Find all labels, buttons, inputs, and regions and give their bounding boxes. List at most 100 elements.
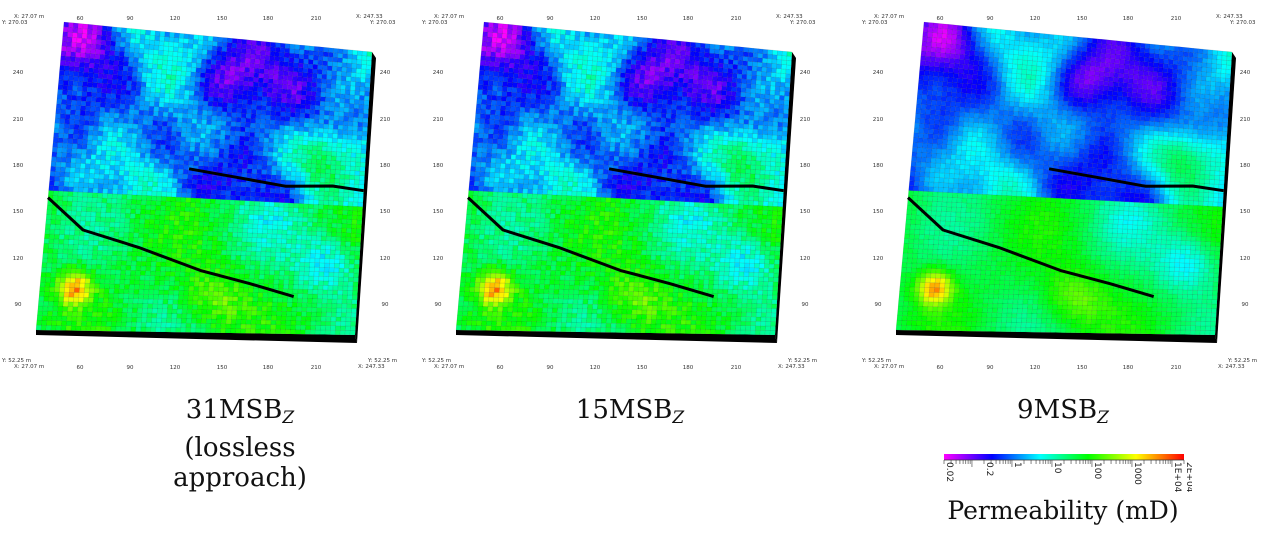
corner-label-tl-x: X: 27.07 m: [14, 14, 44, 20]
fault-upper: [608, 167, 784, 193]
reservoir-model-view: 60 60 90 90 120 120 150 150 180 180 210 210 240 240 21…: [861, 14, 1257, 371]
x-tick-top: 150: [1077, 16, 1088, 22]
x-tick-bottom: 90: [547, 365, 554, 371]
permeability-grid: [35, 21, 373, 336]
x-tick-bottom: 60: [77, 365, 84, 371]
y-tick-left: 240: [13, 70, 24, 76]
corner-label-br-y: Y: 52.25 m: [1227, 358, 1257, 364]
x-tick-top: 60: [937, 16, 944, 22]
colorbar-tick-label: 2E+04: [1184, 462, 1192, 492]
caption-31msb-note: (lossless approach): [173, 433, 307, 493]
y-tick-left: 150: [433, 209, 444, 215]
y-tick-right: 120: [1240, 256, 1251, 262]
plate-side-edge: [1215, 52, 1236, 343]
caption-15msb: 15MSBZ: [530, 395, 730, 433]
x-tick-bottom: 180: [683, 365, 694, 371]
colorbar-title: Permeability (mD): [947, 496, 1179, 525]
y-tick-left: 90: [875, 302, 882, 308]
y-tick-right: 180: [380, 163, 391, 169]
y-tick-right: 150: [1240, 209, 1251, 215]
y-tick-left: 120: [13, 256, 24, 262]
corner-label-br-x: X: 247.33: [358, 364, 385, 370]
x-tick-bottom: 150: [217, 365, 228, 371]
x-tick-bottom: 180: [263, 365, 274, 371]
corner-label-tr-y: Y: 270.03: [1229, 20, 1256, 26]
y-tick-right: 90: [382, 302, 389, 308]
model-panel-9msb: 60 60 90 90 120 120 150 150 180 180 210 210 240 240 21…: [860, 0, 1260, 392]
y-tick-left: 240: [433, 70, 444, 76]
x-tick-bottom: 60: [497, 365, 504, 371]
colorbar-tick-label: 10: [1052, 462, 1062, 474]
x-tick-bottom: 150: [637, 365, 648, 371]
corner-label-tr-y: Y: 270.03: [369, 20, 396, 26]
x-tick-top: 60: [497, 16, 504, 22]
permeability-grid: [455, 21, 793, 336]
caption-9msb-main: 9MSB: [1017, 395, 1098, 425]
corner-label-br-x: X: 247.33: [778, 364, 805, 370]
colorbar-tick-label: 1000: [1132, 462, 1142, 485]
y-tick-left: 210: [13, 117, 24, 123]
y-tick-left: 180: [13, 163, 24, 169]
x-tick-top: 90: [987, 16, 994, 22]
y-tick-left: 180: [873, 163, 884, 169]
y-tick-left: 150: [13, 209, 24, 215]
x-tick-top: 210: [1171, 16, 1182, 22]
corner-label-tl-y: Y: 270.03: [421, 20, 448, 26]
corner-label-tr-x: X: 247.33: [776, 14, 803, 20]
plate-bottom-edge: [896, 330, 1217, 343]
y-tick-right: 90: [802, 302, 809, 308]
x-tick-bottom: 90: [987, 365, 994, 371]
x-tick-bottom: 60: [937, 365, 944, 371]
reservoir-model-view: 60 60 90 90 120 120 150 150 180 180 210 210 240 240 21…: [421, 14, 817, 371]
x-tick-top: 90: [127, 16, 134, 22]
corner-label-bl-y: Y: 52.25 m: [1, 358, 31, 364]
x-tick-top: 90: [547, 16, 554, 22]
y-tick-right: 150: [800, 209, 811, 215]
y-tick-right: 90: [1242, 302, 1249, 308]
x-tick-bottom: 210: [311, 365, 322, 371]
x-tick-bottom: 150: [1077, 365, 1088, 371]
colorbar-gradient: [944, 454, 1184, 460]
corner-label-br-y: Y: 52.25 m: [787, 358, 817, 364]
caption-9msb: 9MSBZ: [963, 395, 1163, 433]
x-tick-top: 120: [170, 16, 181, 22]
x-tick-top: 120: [590, 16, 601, 22]
x-tick-bottom: 180: [1123, 365, 1134, 371]
corner-label-bl-y: Y: 52.25 m: [861, 358, 891, 364]
plate-bottom-edge: [456, 330, 777, 343]
y-tick-right: 240: [380, 70, 391, 76]
caption-31msb-main: 31MSB: [185, 395, 283, 425]
corner-label-tl-x: X: 27.07 m: [874, 14, 904, 20]
caption-31msb: 31MSBZ (lossless approach): [120, 395, 360, 493]
permeability-grid: [895, 21, 1233, 336]
y-tick-right: 180: [800, 163, 811, 169]
x-tick-top: 180: [683, 16, 694, 22]
y-tick-right: 150: [380, 209, 391, 215]
x-tick-bottom: 120: [170, 365, 181, 371]
x-tick-top: 150: [217, 16, 228, 22]
x-tick-bottom: 120: [590, 365, 601, 371]
colorbar-tick-label: 100: [1092, 462, 1102, 479]
model-panel-15msb: 60 60 90 90 120 120 150 150 180 180 210 210 240 240 21…: [420, 0, 820, 392]
model-panel-31msb: 60 60 90 90 120 120 150 150 180 180 210 210 240 240 21…: [0, 0, 400, 392]
plate-bottom-edge: [36, 330, 357, 343]
colorbar-tick-label: 0.02: [944, 462, 954, 482]
y-tick-right: 120: [800, 256, 811, 262]
y-tick-left: 180: [433, 163, 444, 169]
reservoir-model-view: 60 60 90 90 120 120 150 150 180 180 210 210 240 240 21…: [1, 14, 397, 371]
colorbar-tick-label: 1E+04: [1172, 462, 1182, 492]
x-tick-top: 120: [1030, 16, 1041, 22]
y-tick-right: 210: [1240, 117, 1251, 123]
y-tick-left: 90: [435, 302, 442, 308]
x-tick-top: 60: [77, 16, 84, 22]
y-tick-left: 120: [873, 256, 884, 262]
colorbar-tick-label: 0.2: [984, 462, 994, 476]
corner-label-bl-y: Y: 52.25 m: [421, 358, 451, 364]
fault-lower: [466, 196, 715, 299]
x-tick-bottom: 120: [1030, 365, 1041, 371]
x-tick-top: 210: [311, 16, 322, 22]
x-tick-top: 210: [731, 16, 742, 22]
corner-label-bl-x: X: 27.07 m: [874, 364, 904, 370]
corner-label-bl-x: X: 27.07 m: [434, 364, 464, 370]
corner-label-tl-x: X: 27.07 m: [434, 14, 464, 20]
